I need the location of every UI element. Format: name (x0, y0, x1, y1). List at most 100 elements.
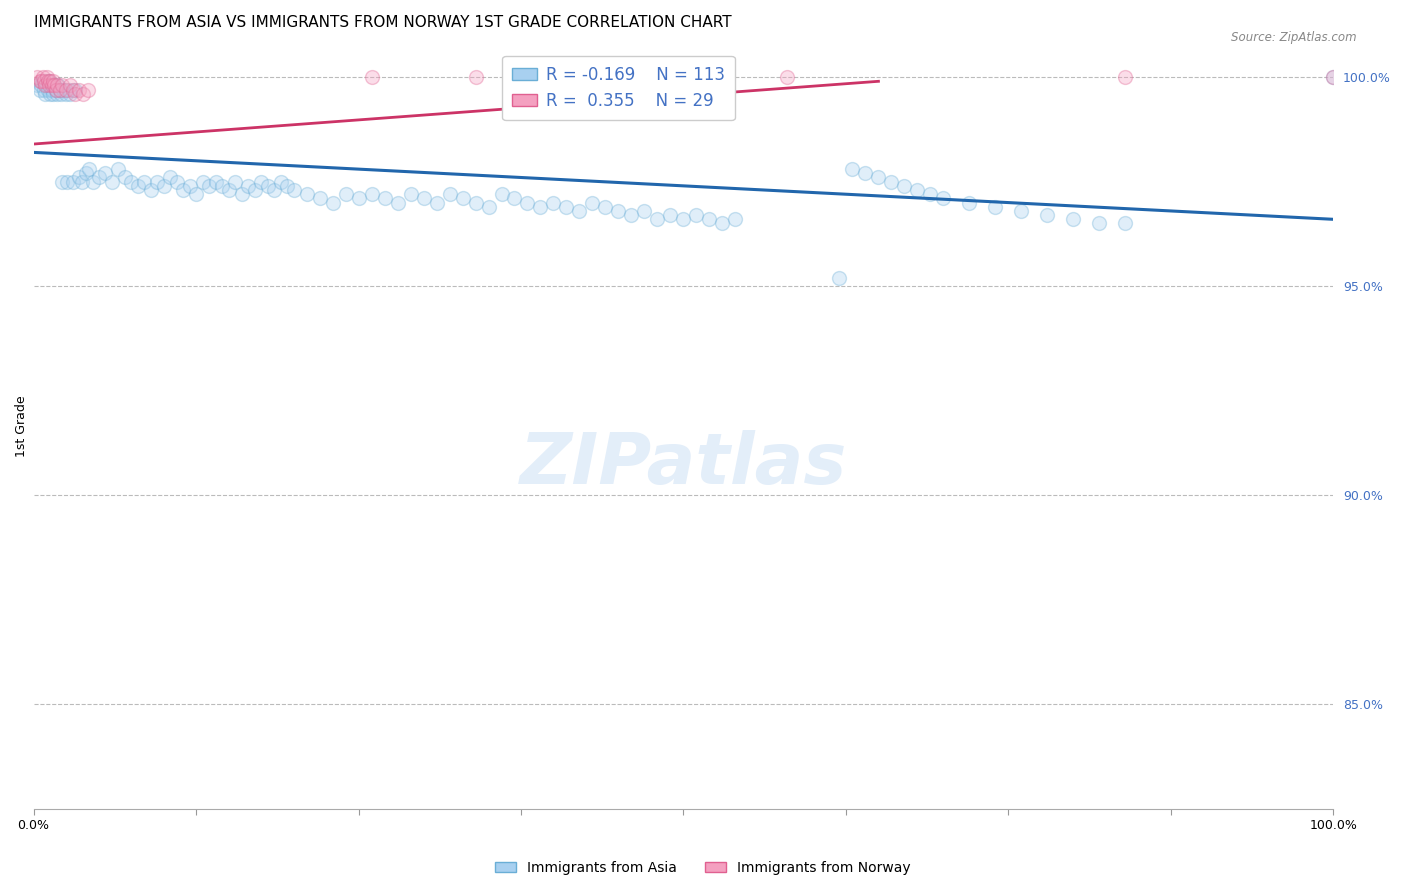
Point (45, 83, 67, 97)
Point (231, 187, 253, 202)
Point (1322, 70, 1344, 84)
Point (44, 78, 66, 93)
Point (529, 200, 551, 214)
Point (322, 195, 344, 210)
Point (56, 175, 79, 189)
Point (127, 178, 149, 193)
Point (184, 187, 207, 202)
Point (39, 87, 62, 101)
Point (218, 183, 240, 197)
Point (295, 187, 318, 202)
Point (633, 203, 655, 218)
Point (647, 212, 669, 227)
Point (256, 178, 278, 193)
Point (672, 212, 695, 227)
Point (868, 170, 890, 185)
Point (659, 208, 682, 222)
Text: Source: ZipAtlas.com: Source: ZipAtlas.com (1232, 31, 1357, 45)
Point (373, 191, 395, 205)
Point (46, 78, 69, 93)
Point (198, 178, 221, 193)
Point (179, 178, 201, 193)
Point (46, 87, 69, 101)
Point (67, 83, 90, 97)
Point (347, 191, 370, 205)
Point (100, 175, 122, 189)
Point (959, 195, 981, 210)
Point (37, 83, 59, 97)
Point (31, 70, 53, 84)
Point (172, 183, 194, 197)
Point (412, 191, 434, 205)
Point (932, 191, 955, 205)
Point (67, 170, 90, 185)
Point (32, 74, 55, 88)
Point (42, 87, 65, 101)
Point (62, 83, 84, 97)
Point (204, 175, 226, 189)
Point (41, 78, 63, 93)
Point (34, 87, 56, 101)
Point (841, 162, 863, 177)
Point (1010, 203, 1032, 218)
Point (568, 203, 591, 218)
Point (132, 175, 155, 189)
Point (27, 78, 49, 93)
Point (503, 191, 526, 205)
Point (59, 78, 82, 93)
Point (45, 83, 67, 97)
Point (59, 87, 82, 101)
Point (28, 74, 51, 88)
Point (30, 74, 52, 88)
Point (139, 183, 162, 197)
Point (146, 175, 169, 189)
Point (880, 175, 903, 189)
Point (1114, 70, 1136, 84)
Text: ZIPatlas: ZIPatlas (520, 430, 848, 500)
Point (555, 200, 578, 214)
Point (620, 208, 643, 222)
Point (360, 70, 382, 84)
Point (1036, 208, 1059, 222)
Point (699, 212, 721, 227)
Point (34, 78, 56, 93)
Point (27, 70, 49, 84)
Point (87, 170, 110, 185)
Point (893, 178, 915, 193)
Point (75, 166, 97, 180)
Point (35, 70, 58, 84)
Point (1322, 70, 1344, 84)
Point (41, 83, 63, 97)
Point (236, 178, 259, 193)
Point (828, 271, 851, 285)
Point (399, 187, 422, 202)
Point (51, 78, 73, 93)
Point (984, 200, 1007, 214)
Point (44, 78, 66, 93)
Point (31, 74, 53, 88)
Point (276, 178, 298, 193)
Point (464, 70, 486, 84)
Point (30, 78, 52, 93)
Point (48, 83, 70, 97)
Point (166, 175, 188, 189)
Point (360, 187, 382, 202)
Point (72, 87, 94, 101)
Point (776, 70, 799, 84)
Point (250, 175, 273, 189)
Point (39, 74, 62, 88)
Point (38, 78, 60, 93)
Point (107, 162, 129, 177)
Point (62, 175, 84, 189)
Text: IMMIGRANTS FROM ASIA VS IMMIGRANTS FROM NORWAY 1ST GRADE CORRELATION CHART: IMMIGRANTS FROM ASIA VS IMMIGRANTS FROM … (34, 15, 731, 30)
Point (55, 87, 77, 101)
Point (607, 203, 630, 218)
Point (243, 183, 266, 197)
Point (55, 83, 77, 97)
Point (270, 175, 292, 189)
Point (114, 170, 136, 185)
Point (82, 175, 104, 189)
Point (48, 83, 70, 97)
Point (42, 74, 65, 88)
Point (595, 200, 617, 214)
